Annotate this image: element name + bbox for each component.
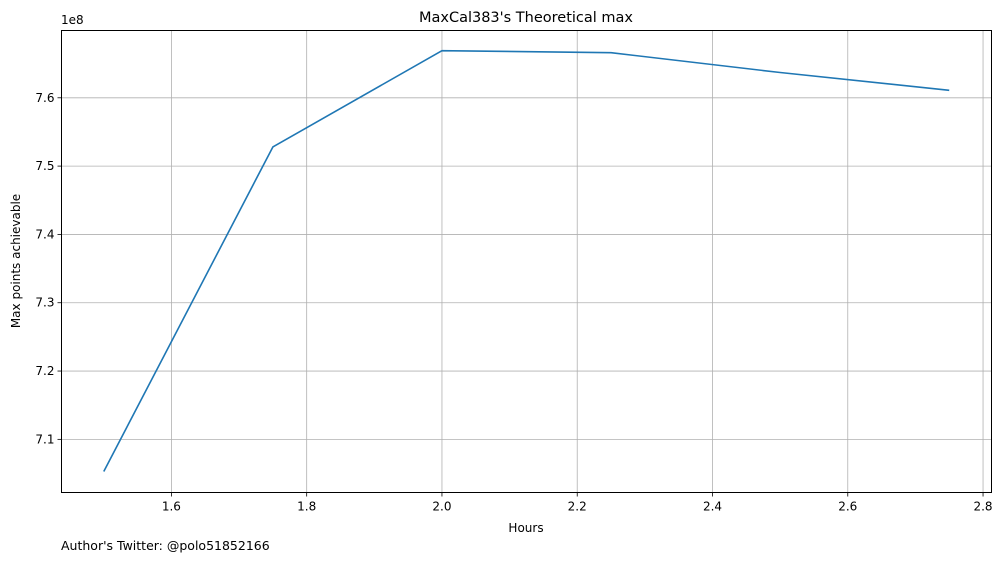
y-tick-label: 7.6 — [35, 91, 54, 105]
series-group — [103, 49, 950, 472]
x-tick-label: 2.0 — [432, 500, 451, 514]
x-axis-label: Hours — [508, 521, 543, 535]
author-footnote: Author's Twitter: @polo51852166 — [61, 538, 270, 553]
x-tick-label: 1.6 — [162, 500, 181, 514]
x-tick-label: 2.8 — [973, 500, 992, 514]
x-axis: 1.6 1.8 2.0 2.2 2.4 2.6 2.8 — [162, 492, 993, 514]
y-tick-label: 7.3 — [35, 296, 54, 310]
y-axis: 7.1 7.2 7.3 7.4 7.5 7.6 — [35, 91, 62, 446]
chart-title: MaxCal383's Theoretical max — [419, 10, 633, 26]
x-tick-label: 1.8 — [297, 500, 316, 514]
y-axis-label: Max points achievable — [9, 194, 23, 328]
y-tick-label: 7.2 — [35, 364, 54, 378]
x-tick-label: 2.6 — [838, 500, 857, 514]
y-tick-label: 7.4 — [35, 227, 54, 241]
x-tick-label: 2.4 — [703, 500, 722, 514]
plot-frame — [61, 30, 992, 493]
series-line — [103, 49, 950, 472]
grid-lines — [61, 30, 992, 493]
y-offset-label: 1e8 — [61, 13, 84, 27]
x-tick-label: 2.2 — [568, 500, 587, 514]
y-tick-label: 7.1 — [35, 432, 54, 446]
y-tick-label: 7.5 — [35, 159, 54, 173]
